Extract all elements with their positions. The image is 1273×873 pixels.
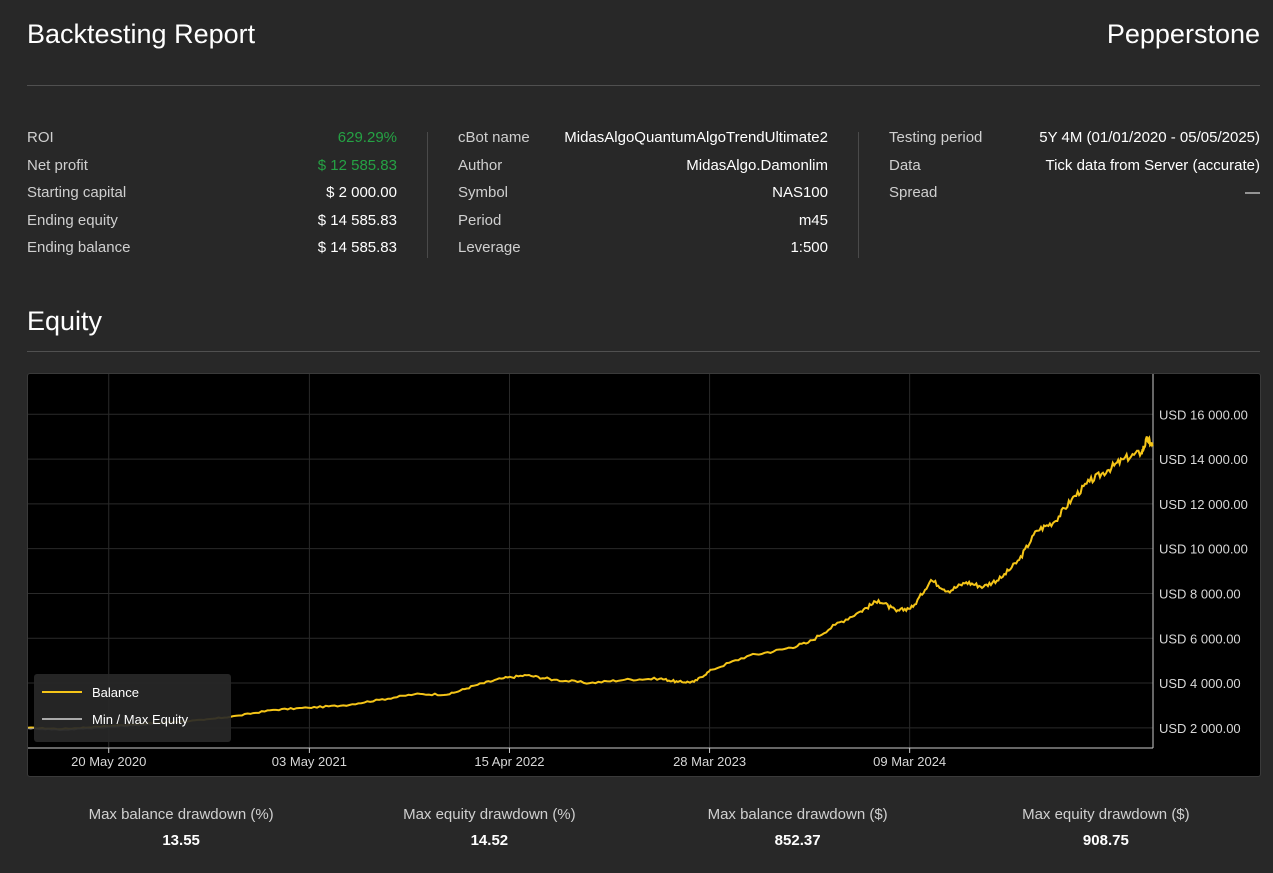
stat-row-roi: ROI 629.29% bbox=[27, 124, 397, 152]
x-tick-label: 28 Mar 2023 bbox=[673, 754, 746, 769]
drawdown-item: Max balance drawdown ($) 852.37 bbox=[644, 804, 952, 856]
stat-label: Author bbox=[458, 156, 503, 174]
drawdown-value: 852.37 bbox=[774, 832, 821, 849]
legend-label: Min / Max Equity bbox=[92, 711, 189, 727]
legend-item-equity: Min / Max Equity bbox=[42, 709, 188, 729]
stat-label: Ending balance bbox=[27, 239, 131, 256]
section-title-equity: Equity bbox=[27, 306, 103, 336]
stat-label: Data bbox=[889, 156, 921, 174]
chart-legend: Balance Min / Max Equity bbox=[34, 674, 231, 742]
stat-label: Net profit bbox=[27, 156, 88, 174]
stat-label: Spread bbox=[889, 184, 938, 201]
stat-row-cbot-name: cBot name MidasAlgoQuantumAlgoTrendUltima… bbox=[458, 124, 828, 152]
x-tick-label: 09 Mar 2024 bbox=[873, 754, 946, 769]
y-tick-label: USD 12 000.00 bbox=[1159, 497, 1248, 512]
stats-panel: ROI 629.29% Net profit $ 12 585.83 Startin… bbox=[27, 124, 1260, 260]
stat-value: — bbox=[1245, 184, 1260, 201]
header-divider bbox=[27, 85, 1260, 86]
stat-value: 5Y 4M (01/01/2020 - 05/05/2025) bbox=[1039, 129, 1260, 146]
equity-chart[interactable]: USD 2 000.00 USD 4 000.00 USD 6 000.00 USD … bbox=[27, 373, 1261, 777]
legend-item-balance: Balance bbox=[42, 682, 139, 702]
stat-value: m45 bbox=[798, 211, 828, 229]
stats-column-bot: cBot name MidasAlgoQuantumAlgoTrendUltima… bbox=[458, 124, 828, 260]
balance-series-line bbox=[28, 435, 1154, 731]
section-divider bbox=[27, 351, 1260, 352]
stat-value: $ 2 000.00 bbox=[326, 184, 397, 201]
x-tick-label: 15 Apr 2022 bbox=[474, 754, 544, 769]
stat-row-data: Data Tick data from Server (accurate) bbox=[889, 152, 1260, 180]
stat-label: Starting capital bbox=[27, 184, 127, 201]
stat-value: MidasAlgo.Damonlim bbox=[686, 156, 828, 174]
stat-value: 629.29% bbox=[337, 129, 397, 146]
stat-value: $ 14 585.83 bbox=[317, 211, 397, 229]
stat-value: 1:500 bbox=[790, 239, 828, 256]
stat-label: Period bbox=[458, 211, 502, 229]
legend-swatch-balance bbox=[42, 691, 82, 693]
drawdown-label: Max equity drawdown ($) bbox=[1022, 806, 1190, 823]
stat-row-spread: Spread — bbox=[889, 179, 1260, 207]
stat-label: cBot name bbox=[458, 129, 530, 146]
report-header: Backtesting Report Pepperstone bbox=[27, 14, 1260, 54]
x-tick-label: 03 May 2021 bbox=[272, 754, 347, 769]
drawdown-summary: Max balance drawdown (%) 13.55 Max equity… bbox=[27, 804, 1260, 856]
stat-value: Tick data from Server (accurate) bbox=[1045, 156, 1260, 174]
stat-row-starting-capital: Starting capital $ 2 000.00 bbox=[27, 179, 397, 207]
stat-row-period: Period m45 bbox=[458, 207, 828, 235]
stat-row-author: Author MidasAlgo.Damonlim bbox=[458, 152, 828, 180]
y-tick-label: USD 4 000.00 bbox=[1159, 676, 1241, 691]
drawdown-value: 13.55 bbox=[162, 832, 200, 849]
legend-label: Balance bbox=[92, 684, 139, 700]
drawdown-label: Max balance drawdown ($) bbox=[707, 806, 888, 823]
broker-name: Pepperstone bbox=[1106, 18, 1260, 49]
stat-row-ending-equity: Ending equity $ 14 585.83 bbox=[27, 207, 397, 235]
stat-row-leverage: Leverage 1:500 bbox=[458, 234, 828, 262]
stat-value: NAS100 bbox=[772, 184, 828, 201]
stat-value: MidasAlgoQuantumAlgoTrendUltimate2 bbox=[564, 129, 828, 146]
stat-row-net-profit: Net profit $ 12 585.83 bbox=[27, 152, 397, 180]
equity-chart-svg[interactable]: USD 2 000.00 USD 4 000.00 USD 6 000.00 USD … bbox=[28, 374, 1261, 777]
stat-row-symbol: Symbol NAS100 bbox=[458, 179, 828, 207]
stat-label: Ending equity bbox=[27, 211, 118, 229]
stat-value: $ 14 585.83 bbox=[317, 239, 397, 256]
stats-column-performance: ROI 629.29% Net profit $ 12 585.83 Startin… bbox=[27, 124, 397, 260]
stat-row-testing-period: Testing period 5Y 4M (01/01/2020 - 05/05/… bbox=[889, 124, 1260, 152]
stat-row-ending-balance: Ending balance $ 14 585.83 bbox=[27, 234, 397, 262]
drawdown-label: Max balance drawdown (%) bbox=[88, 806, 274, 823]
y-tick-label: USD 16 000.00 bbox=[1159, 407, 1248, 422]
report-title: Backtesting Report bbox=[27, 18, 256, 49]
stat-label: Symbol bbox=[458, 184, 509, 201]
stat-label: Leverage bbox=[458, 239, 521, 256]
drawdown-item: Max equity drawdown ($) 908.75 bbox=[952, 804, 1260, 856]
drawdown-label: Max equity drawdown (%) bbox=[403, 806, 576, 823]
stat-value: $ 12 585.83 bbox=[317, 156, 397, 174]
stats-column-test: Testing period 5Y 4M (01/01/2020 - 05/05/… bbox=[889, 124, 1260, 260]
drawdown-item: Max balance drawdown (%) 13.55 bbox=[27, 804, 335, 856]
y-tick-label: USD 10 000.00 bbox=[1159, 542, 1248, 557]
column-divider bbox=[858, 132, 859, 258]
y-tick-label: USD 14 000.00 bbox=[1159, 452, 1248, 467]
y-tick-label: USD 8 000.00 bbox=[1159, 586, 1241, 601]
drawdown-value: 908.75 bbox=[1082, 832, 1129, 849]
drawdown-value: 14.52 bbox=[470, 832, 509, 849]
stat-label: Testing period bbox=[889, 129, 983, 146]
x-tick-label: 20 May 2020 bbox=[71, 754, 146, 769]
drawdown-item: Max equity drawdown (%) 14.52 bbox=[335, 804, 643, 856]
column-divider bbox=[427, 132, 428, 258]
y-tick-label: USD 6 000.00 bbox=[1159, 631, 1241, 646]
y-tick-label: USD 2 000.00 bbox=[1159, 721, 1241, 736]
legend-swatch-equity bbox=[42, 718, 82, 720]
stat-label: ROI bbox=[27, 129, 54, 146]
